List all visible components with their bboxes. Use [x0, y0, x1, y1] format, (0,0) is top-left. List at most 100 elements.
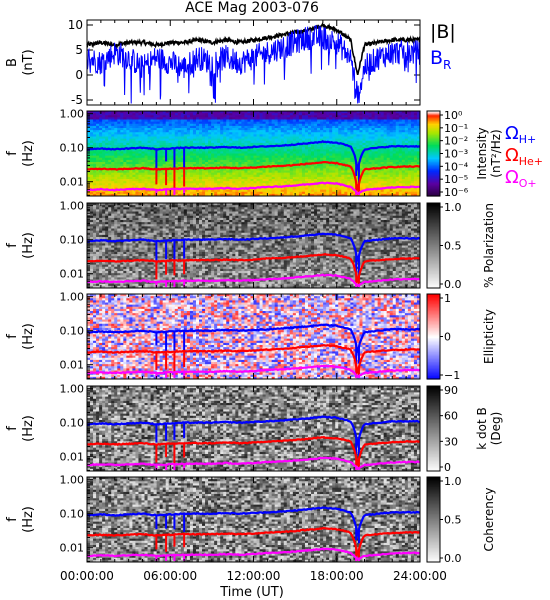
panel-intensity-colorbar-tick: 10⁰ — [444, 109, 463, 122]
panel-kdotb-ytick: 1.00 — [60, 383, 85, 396]
panel-polarization-colorbar-tick: 1.0 — [444, 201, 462, 214]
panel-5-omega-He-line — [86, 526, 421, 556]
y-axis-unit: (Hz) — [21, 323, 36, 350]
panel-polarization-ytick: 0.10 — [60, 234, 85, 247]
panel-intensity-colorbar-tick: 10⁻³ — [444, 148, 468, 161]
panel-ellipticity-ytick: 1.00 — [60, 291, 85, 304]
y-axis-unit: (Hz) — [21, 506, 36, 533]
panel-polarization-colorbar-label: % Polarization — [482, 203, 496, 288]
panel-4-omega-O-line — [86, 456, 421, 470]
panel-2-omega-H-line — [87, 232, 421, 265]
panel-5-ylabel: f (Hz) — [5, 506, 36, 533]
y-axis-label: f — [5, 426, 20, 431]
panel-kdotb-colorbar-tick: 0 — [444, 461, 451, 474]
panel-2-omega-O-line — [86, 273, 421, 287]
panel-4-omega-H-line — [86, 415, 421, 448]
panel-coherency-heatmap — [87, 477, 421, 563]
panel-intensity-colorbar-tick: 10⁻⁴ — [444, 160, 469, 173]
panel-kdotb-colorbar: 90 60 30 0 k dot B (Deg) — [426, 384, 503, 474]
svg-text:(nT²/Hz): (nT²/Hz) — [489, 129, 503, 177]
legend-h-gyro: ΩH+ — [505, 123, 536, 146]
figure-title: ACE Mag 2003-076 — [185, 0, 319, 16]
y-axis-label: f — [5, 517, 20, 522]
y-axis-unit: (Hz) — [21, 140, 36, 167]
legend-b-r: BR — [430, 47, 451, 72]
panel-1-ylabel: f (Hz) — [5, 140, 36, 167]
panel-intensity-colorbar-tick: 10⁻⁵ — [444, 173, 468, 186]
panel-intensity-ytick: 0.01 — [60, 176, 85, 189]
panel-ellipticity-colorbar: 1 0 −1 Ellipticity — [426, 292, 496, 382]
y-axis-label: f — [5, 151, 20, 156]
y-axis-label: B — [5, 58, 20, 67]
panel-4-omega-He-line — [87, 435, 421, 469]
panel-coherency-colorbar-tick: 0.5 — [444, 514, 462, 527]
panel-intensity-colorbar-tick: 10⁻⁶ — [444, 186, 469, 199]
series-line-b-total — [86, 22, 421, 75]
panel-polarization-ytick: 0.01 — [60, 268, 85, 281]
y-axis-unit: (nT) — [21, 49, 36, 75]
panel-4-ylabel: f (Hz) — [5, 415, 36, 442]
svg-text:Intensity: Intensity — [475, 127, 489, 179]
panel-kdotb-ytick: 0.10 — [60, 417, 85, 430]
time-tick-label: 24:00:00 — [393, 569, 447, 583]
panel-5-omega-O-line — [86, 547, 421, 560]
panel-3-omega-He-line — [86, 343, 420, 377]
time-tick-label: 06:00:00 — [143, 569, 197, 583]
panel-coherency-colorbar-tick: 1.0 — [444, 475, 462, 488]
panel-ellipticity-colorbar-tick: −1 — [444, 369, 460, 382]
b-panel-ytick: 5 — [75, 43, 83, 57]
panel-coherency-ytick: 0.01 — [60, 542, 85, 555]
panel-ellipticity-colorbar-label: Ellipticity — [482, 309, 496, 364]
panel-ellipticity-colorbar-tick: 1 — [444, 292, 451, 305]
panel-0-ylabel: B (nT) — [5, 49, 36, 75]
y-axis-unit: (Hz) — [21, 415, 36, 442]
panel-polarization-colorbar: 1.0 0.5 0.0 % Polarization — [426, 201, 496, 291]
panel-ellipticity-ytick: 0.10 — [60, 325, 85, 338]
panel-ellipticity-ytick: 0.01 — [60, 359, 85, 372]
panel-2-omega-He-line — [86, 253, 421, 286]
panel-kdotb-colorbar-label: k dot B (Deg) — [475, 407, 503, 449]
panel-intensity-colorbar-label: Intensity (nT²/Hz) — [475, 127, 503, 179]
panel-kdotb-ytick: 0.01 — [60, 451, 85, 464]
panel-1-omega-H-line — [86, 139, 421, 173]
panel-3-omega-O-line — [86, 364, 421, 378]
panel-intensity-colorbar-tick: 10⁻² — [444, 135, 468, 148]
legend-b-total: |B| — [430, 21, 456, 43]
panel-polarization-colorbar-tick: 0.0 — [444, 278, 462, 291]
panel-ellipticity-heatmap — [87, 294, 421, 380]
series-line-b-r — [86, 24, 421, 104]
panel-coherency-colorbar-label: Coherency — [482, 487, 496, 551]
time-axis: Time (UT) 00:00:00 06:00:00 12:00:00 18:00:… — [60, 569, 447, 600]
legend-he-gyro: ΩHe+ — [505, 145, 543, 168]
panel-kdotb-colorbar-tick: 30 — [444, 435, 458, 448]
panel-polarization-ytick: 1.00 — [60, 200, 85, 213]
time-tick-label: 12:00:00 — [227, 569, 281, 583]
y-axis-label: f — [5, 334, 20, 339]
panel-coherency-colorbar-tick: 0.0 — [444, 552, 462, 565]
panel-coherency-ytick: 1.00 — [60, 474, 85, 487]
legend-o-gyro: ΩO+ — [505, 167, 537, 190]
panel-coherency-ytick: 0.10 — [60, 508, 85, 521]
time-axis-label: Time (UT) — [219, 585, 284, 600]
panel-ellipticity-colorbar-tick: 0 — [444, 331, 451, 344]
panel-intensity-ytick: 0.10 — [60, 142, 85, 155]
y-axis-label: f — [5, 243, 20, 248]
panel-polarization-heatmap — [87, 203, 421, 289]
time-tick-label: 18:00:00 — [310, 569, 364, 583]
panel-kdotb-heatmap — [87, 386, 421, 472]
b-panel-ytick: 10 — [68, 18, 83, 32]
panel-1-omega-He-line — [86, 161, 421, 194]
b-panel-ytick: 0 — [75, 68, 83, 82]
panel-kdotb-colorbar-tick: 90 — [444, 384, 458, 397]
b-panel-ytick: -5 — [71, 93, 83, 107]
panel-3-omega-H-line — [86, 323, 421, 356]
panel-polarization-colorbar-tick: 0.5 — [444, 240, 462, 253]
panel-intensity-ytick: 1.00 — [60, 108, 85, 121]
panel-intensity-colorbar-tick: 10⁻¹ — [444, 122, 468, 135]
panel-2-ylabel: f (Hz) — [5, 232, 36, 259]
panel-1-omega-O-line — [86, 181, 421, 195]
panel-5-omega-H-line — [86, 506, 421, 539]
